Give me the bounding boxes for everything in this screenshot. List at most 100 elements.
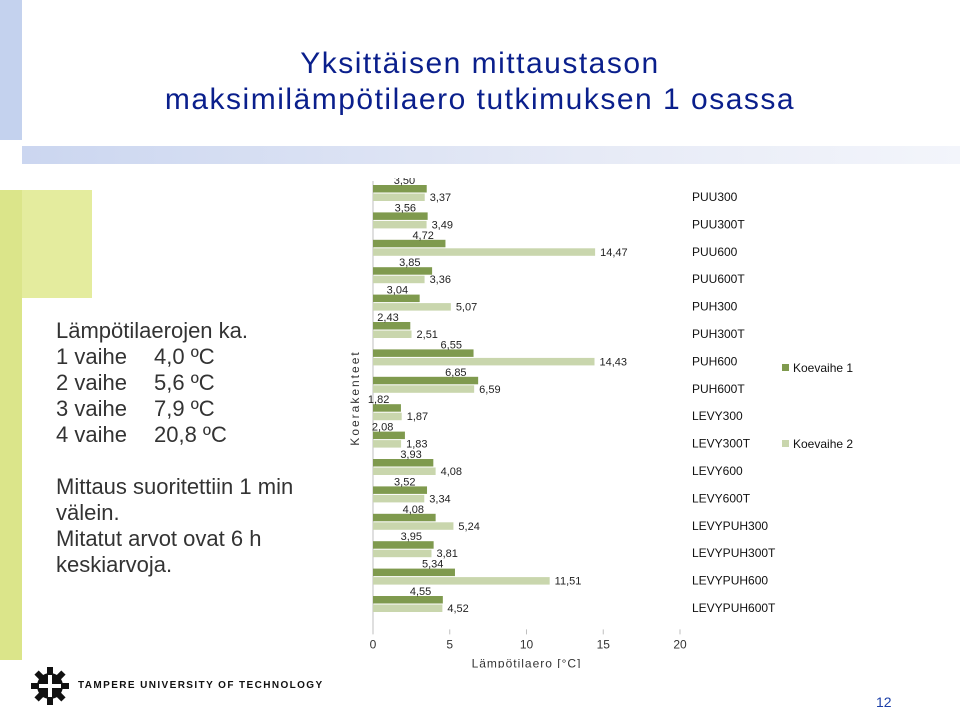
bar: [373, 248, 596, 256]
x-tick-label: 20: [673, 637, 687, 651]
data-label: 1,82: [368, 394, 389, 406]
bar: [373, 185, 427, 193]
data-label: 6,85: [445, 367, 466, 379]
notes-heading: Lämpötilaerojen ka.: [56, 318, 249, 343]
phase-row: 1 vaihe 4,0 ºC: [56, 344, 215, 369]
bar: [373, 494, 425, 503]
data-label: 3,56: [395, 202, 416, 214]
data-label: 2,51: [417, 329, 438, 341]
data-label: 3,95: [401, 531, 422, 543]
category-label: PUH300: [692, 300, 738, 314]
legend-label: Koevaihe 2: [793, 437, 853, 451]
data-label: 3,34: [429, 493, 450, 505]
category-label: PUH300T: [692, 327, 745, 341]
data-label: 2,08: [372, 422, 393, 434]
top-band: [22, 146, 960, 164]
data-label: 1,83: [406, 439, 427, 451]
x-tick-label: 0: [370, 637, 377, 651]
data-label: 3,50: [394, 178, 415, 187]
bar: [373, 404, 401, 412]
data-label: 3,04: [387, 285, 408, 297]
data-label: 5,24: [458, 521, 479, 533]
title-line-2: maksimilämpötilaero tutkimuksen 1 osassa: [164, 83, 796, 116]
category-label: LEVY300T: [692, 437, 751, 451]
slide-title: Yksittäisen mittaustason maksimilämpötil…: [40, 46, 920, 118]
data-label: 3,93: [400, 449, 421, 461]
bar: [373, 412, 402, 421]
data-label: 4,55: [410, 586, 431, 598]
page-number: 12: [876, 694, 892, 710]
bar: [373, 522, 454, 530]
title-line-1: Yksittäisen mittaustason: [300, 47, 660, 80]
category-label: LEVY600: [692, 464, 743, 478]
bar: [373, 193, 425, 201]
data-label: 3,85: [399, 257, 420, 269]
notes-text: Mittaus suoritettiin 1 min: [56, 474, 294, 499]
data-label: 5,07: [456, 302, 477, 314]
university-name: TAMPERE UNIVERSITY OF TECHNOLOGY: [78, 680, 324, 691]
category-label: LEVYPUH600: [692, 574, 768, 588]
bar: [373, 239, 446, 248]
bar: [373, 267, 433, 275]
bar: [373, 349, 474, 357]
phase-row: 2 vaihe 5,6 ºC: [56, 370, 215, 395]
bar: [373, 220, 427, 229]
data-label: 6,59: [479, 384, 500, 396]
bar-chart: 3,50 3,37 PUU300 3,56 3,49 PUU300T 4,72 14,47 PU…: [348, 178, 853, 668]
category-label: PUH600: [692, 354, 738, 368]
data-label: 6,55: [441, 339, 462, 351]
data-label: 3,81: [436, 548, 457, 560]
category-label: LEVYPUH300: [692, 519, 768, 533]
bar: [373, 549, 432, 558]
data-label: 1,87: [407, 411, 428, 423]
legend-swatch: [782, 440, 789, 447]
data-label: 4,08: [441, 466, 462, 478]
data-label: 2,43: [377, 312, 398, 324]
category-label: PUH600T: [692, 382, 745, 396]
phase-row: 4 vaihe 20,8 ºC: [56, 422, 227, 447]
bar: [373, 294, 420, 303]
bar: [373, 467, 436, 475]
data-label: 3,49: [432, 219, 453, 231]
notes-text: keskiarvoja.: [56, 552, 173, 577]
green-corner-block: [22, 190, 92, 298]
bar: [373, 604, 443, 612]
bar: [373, 596, 443, 604]
bar: [373, 513, 436, 522]
bar: [373, 322, 411, 330]
category-label: LEVYPUH300T: [692, 546, 776, 560]
data-label: 11,51: [555, 576, 582, 588]
bar: [373, 376, 479, 385]
bar: [373, 431, 405, 440]
bar: [373, 385, 475, 393]
category-label: LEVY600T: [692, 491, 751, 505]
bar: [373, 440, 402, 448]
category-label: PUU600: [692, 245, 738, 259]
bar: [373, 568, 455, 577]
data-label: 3,52: [394, 476, 415, 488]
x-tick-label: 5: [446, 637, 453, 651]
bar: [373, 330, 412, 338]
data-label: 4,08: [403, 504, 424, 516]
notes-text: välein.: [56, 500, 120, 525]
data-label: 3,36: [430, 274, 451, 286]
bar: [373, 303, 451, 311]
bar: [373, 577, 550, 585]
notes-text: Mitatut arvot ovat 6 h: [56, 526, 262, 551]
x-tick-label: 10: [520, 637, 534, 651]
bar: [373, 459, 434, 467]
legend-swatch: [782, 364, 789, 371]
left-green-strip: [0, 190, 22, 660]
university-gear-logo: [31, 667, 69, 705]
category-label: PUU300: [692, 190, 738, 204]
data-label: 4,72: [412, 230, 433, 242]
data-label: 5,34: [422, 559, 443, 571]
data-label: 14,47: [600, 247, 628, 259]
notes-panel: Lämpötilaerojen ka. 1 vaihe 4,0 ºC 2 vaih…: [56, 318, 293, 578]
left-blue-strip: [0, 0, 22, 140]
x-axis-label: Lämpötilaero [°C]: [472, 656, 582, 668]
category-label: LEVYPUH600T: [692, 601, 776, 615]
phase-row: 3 vaihe 7,9 ºC: [56, 396, 215, 421]
bar: [373, 275, 425, 284]
bar: [373, 486, 428, 494]
